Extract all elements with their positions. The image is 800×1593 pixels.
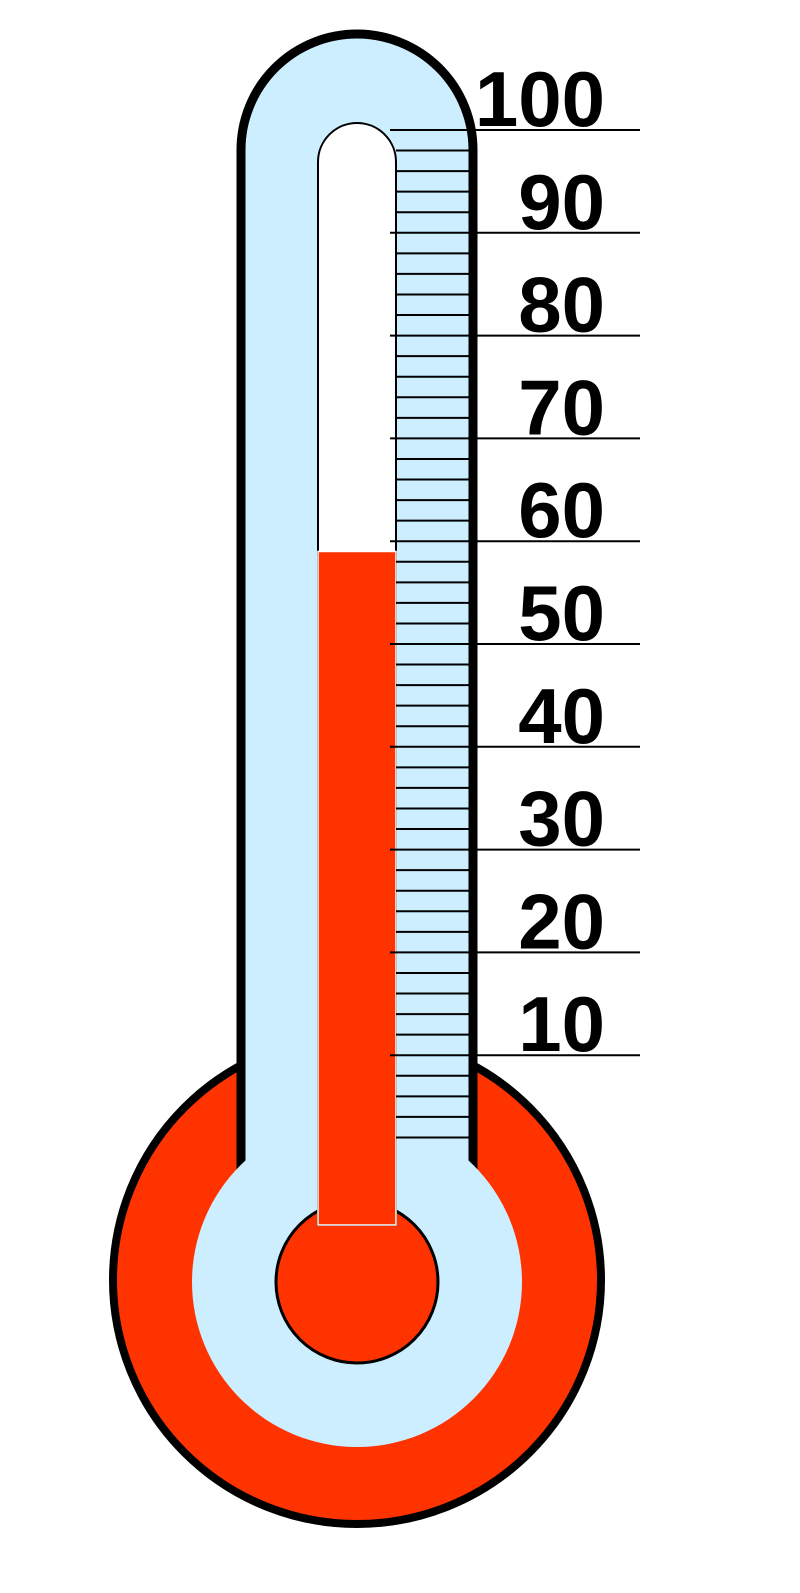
tick-label: 20	[518, 877, 605, 965]
tick-label: 60	[518, 466, 605, 554]
tick-label: 50	[518, 569, 605, 657]
tick-label: 80	[518, 261, 605, 349]
tick-label: 10	[518, 980, 605, 1068]
tick-label: 40	[518, 672, 605, 760]
tick-label: 70	[518, 363, 605, 451]
mercury	[317, 550, 397, 1226]
tick-label: 100	[475, 55, 605, 143]
tick-label: 30	[518, 775, 605, 863]
tick-label: 90	[518, 158, 605, 246]
